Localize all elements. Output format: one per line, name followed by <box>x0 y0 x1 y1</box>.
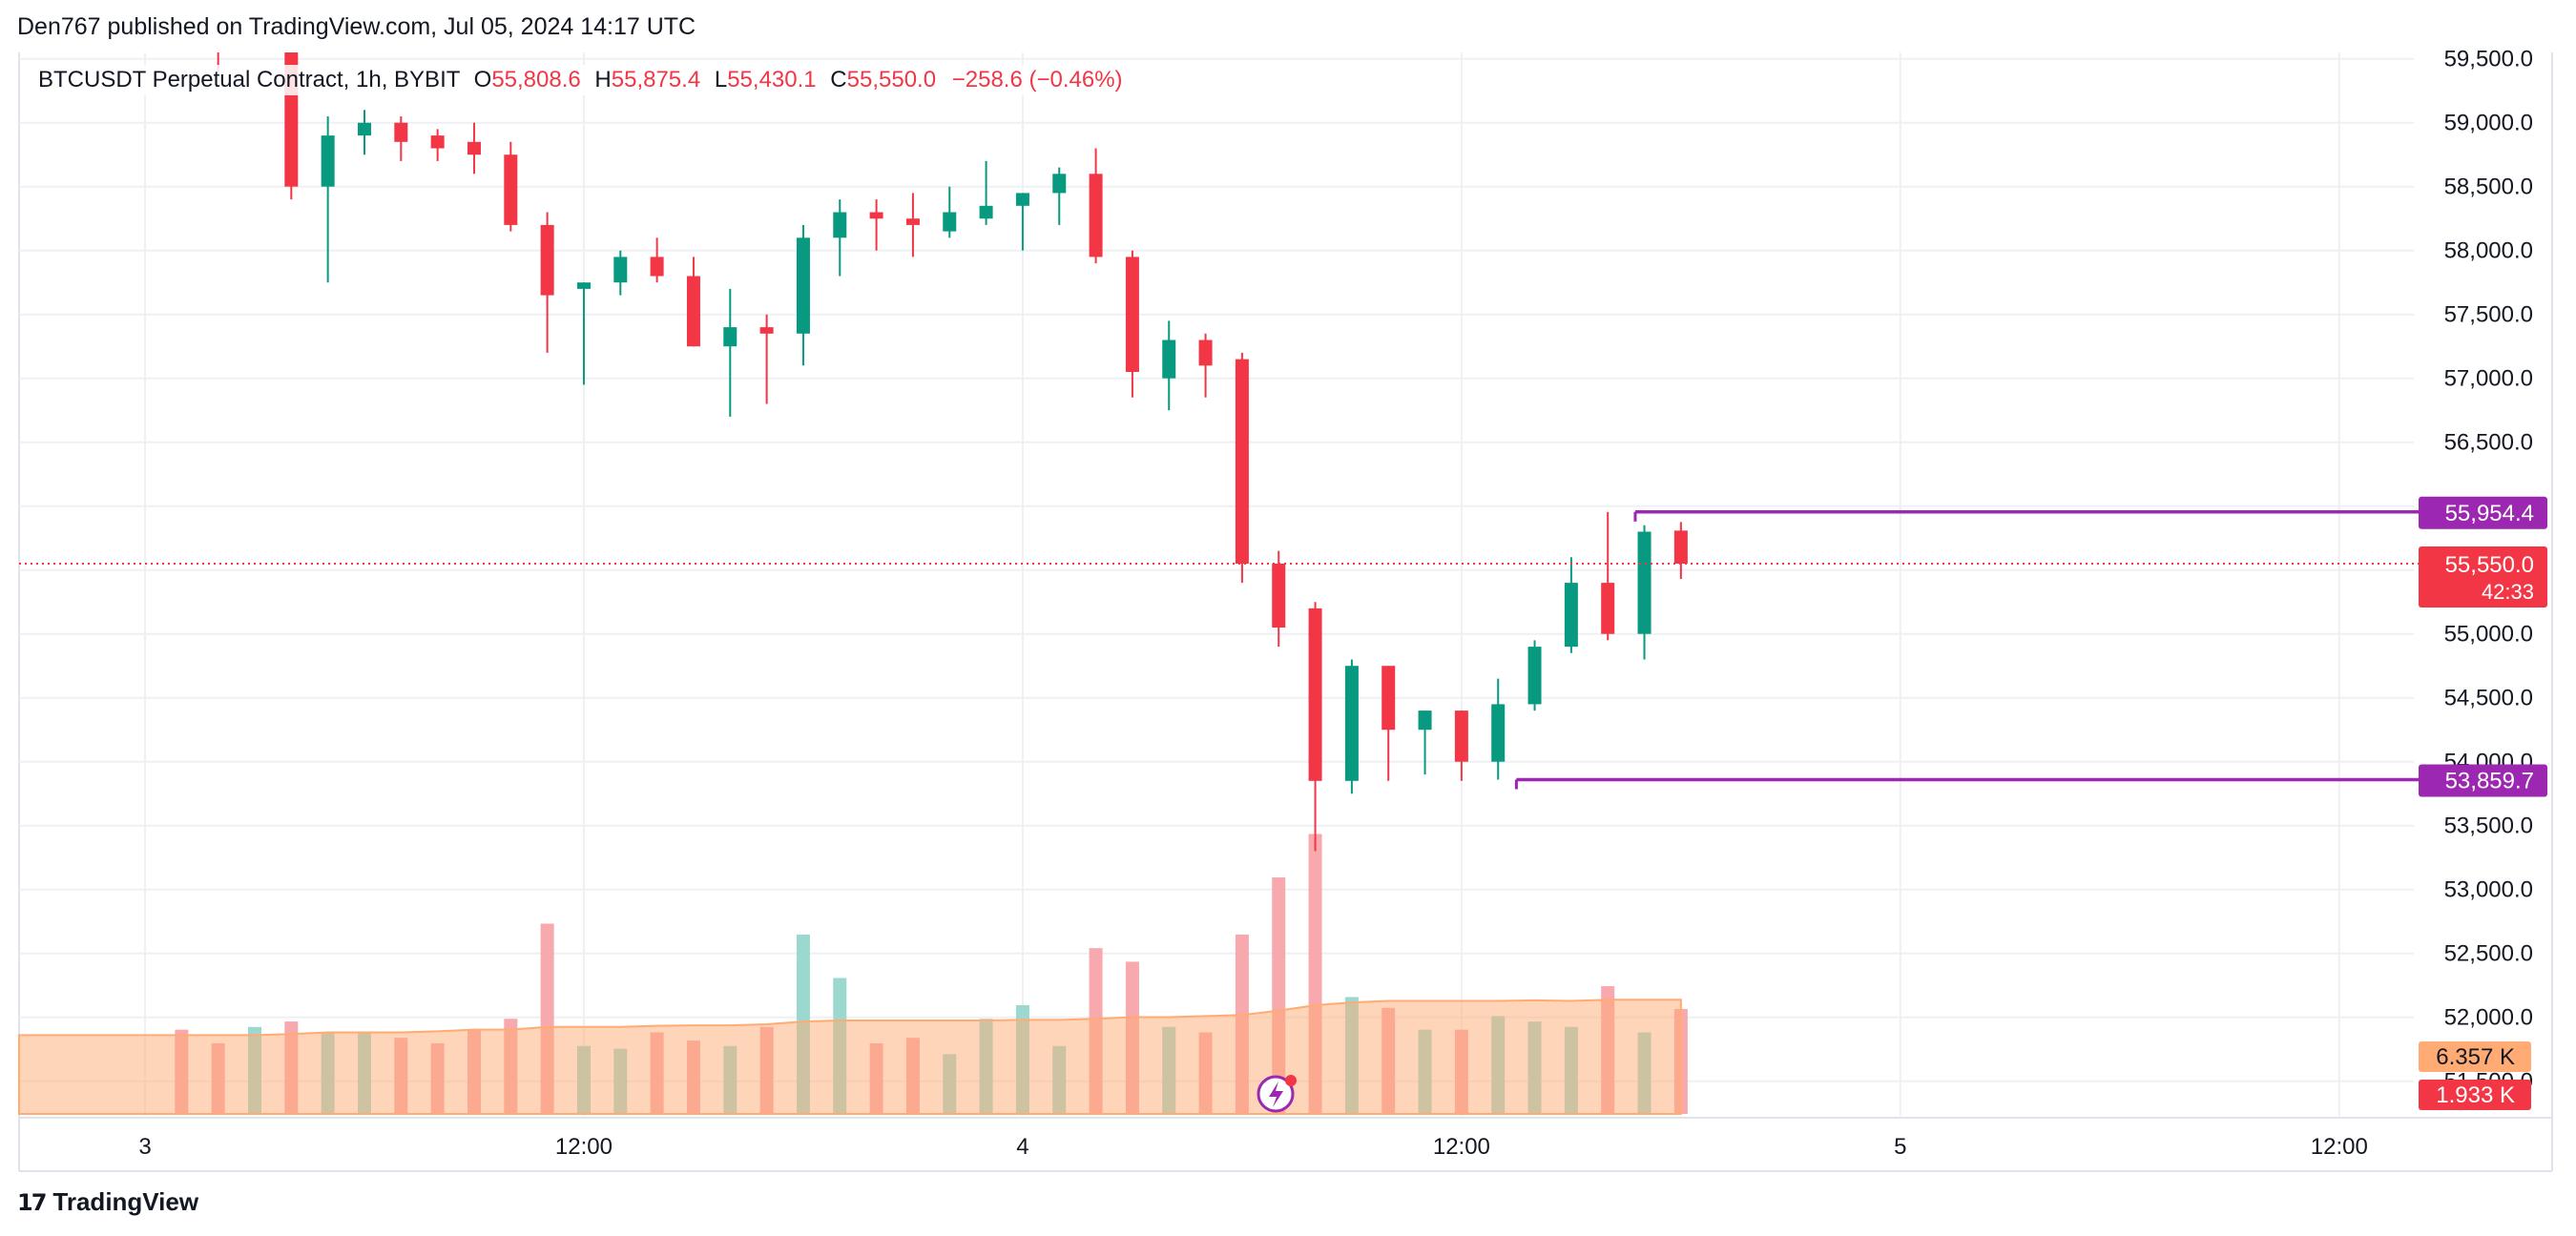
tradingview-brand[interactable]: 17 TradingView <box>17 1187 198 1217</box>
chart-grid <box>18 52 2553 1172</box>
time-tick-label: 12:00 <box>555 1134 613 1160</box>
candle-body <box>321 135 335 187</box>
candle-group <box>175 0 1688 852</box>
price-axis: 59,500.0 59,000.0 58,500.0 58,000.0 57,500.0… <box>1257 47 2547 1113</box>
symbol-legend: BTCUSDT Perpetual Contract, 1h, BYBIT O5… <box>32 65 1129 95</box>
candle-body <box>1015 193 1029 206</box>
level-price-tag <box>2419 496 2547 529</box>
candle-body <box>1381 666 1396 731</box>
candle-body <box>1235 359 1249 564</box>
candle-body <box>723 327 737 347</box>
price-tick-label: 56,500.0 <box>2444 430 2533 456</box>
open-value: 55,808.6 <box>491 67 581 93</box>
price-tick-label: 55,000.0 <box>2444 622 2533 648</box>
tradingview-logo-icon: 17 <box>17 1188 47 1216</box>
candle-body <box>1673 530 1688 564</box>
candle-body <box>1527 647 1542 705</box>
candle-body <box>1601 583 1615 634</box>
candle-body <box>1454 711 1468 762</box>
candle-body <box>467 141 481 155</box>
candle-body <box>1637 531 1652 634</box>
price-tick-label: 58,500.0 <box>2444 175 2533 200</box>
level-price-tag <box>2419 764 2547 797</box>
candle-body <box>796 237 810 334</box>
candles <box>175 0 1688 852</box>
candle-body <box>175 0 188 1</box>
last-price-tag <box>2419 546 2547 608</box>
volume-pane <box>18 834 1688 1115</box>
price-tick-label: 54,500.0 <box>2444 686 2533 711</box>
candle-body <box>650 257 664 277</box>
candle-body <box>430 135 445 149</box>
candle-body <box>686 276 700 347</box>
candle-body <box>613 257 628 283</box>
lightning-icon <box>1257 1075 1297 1113</box>
price-tick-label: 57,000.0 <box>2444 366 2533 392</box>
countdown-label: 42:33 <box>2482 580 2534 604</box>
change-value: −258.6 (−0.46%) <box>951 67 1123 93</box>
last-price-label: 55,550.0 <box>2445 552 2534 578</box>
published-caption: Den767 published on TradingView.com, Jul… <box>17 13 696 40</box>
price-tick-label: 53,500.0 <box>2444 814 2533 839</box>
candle-body <box>1162 340 1176 379</box>
candle-body <box>1052 174 1067 194</box>
price-tick-label: 52,500.0 <box>2444 941 2533 967</box>
level-price-label: 53,859.7 <box>2445 769 2534 794</box>
candle-body <box>1308 608 1322 781</box>
candle-body <box>1125 257 1139 372</box>
price-tick-label: 59,500.0 <box>2444 47 2533 72</box>
low-label: L <box>714 67 728 93</box>
price-tick-label: 52,000.0 <box>2444 1005 2533 1031</box>
horizontal-levels <box>19 510 2419 790</box>
time-tick-label: 12:00 <box>2311 1134 2368 1160</box>
candle-body <box>1418 711 1432 731</box>
candle-body <box>394 122 408 142</box>
volume-last-label: 1.933 K <box>2436 1082 2515 1108</box>
candle-body <box>979 205 993 219</box>
volume-ma-tag <box>2419 1041 2531 1072</box>
level-price-label: 55,954.4 <box>2445 501 2534 526</box>
time-tick-label: 5 <box>1894 1134 1906 1160</box>
candle-body <box>943 212 957 232</box>
price-tick-label: 58,000.0 <box>2444 238 2533 264</box>
candle-body <box>1491 704 1506 762</box>
price-tick-label: 53,000.0 <box>2444 877 2533 903</box>
brand-name: TradingView <box>52 1187 199 1216</box>
high-label: H <box>594 67 612 93</box>
price-tick-label: 59,000.0 <box>2444 111 2533 136</box>
volume-last-tag <box>2419 1080 2531 1110</box>
close-value: 55,550.0 <box>846 67 937 93</box>
low-value: 55,430.1 <box>727 67 817 93</box>
candle-body <box>1272 564 1286 628</box>
candle-body <box>869 212 883 219</box>
close-label: C <box>830 67 847 93</box>
candle-body <box>833 212 847 238</box>
candle-body <box>1198 340 1213 366</box>
time-tick-label: 3 <box>138 1134 151 1160</box>
candle-body <box>759 327 774 334</box>
candle-body <box>1564 583 1578 648</box>
candle-body <box>905 218 920 225</box>
time-tick-label: 12:00 <box>1433 1134 1490 1160</box>
high-value: 55,875.4 <box>611 67 701 93</box>
symbol-title[interactable]: BTCUSDT Perpetual Contract, 1h, BYBIT <box>38 67 460 93</box>
time-tick-label: 4 <box>1016 1134 1028 1160</box>
candle-body <box>1344 666 1359 781</box>
candle-body <box>540 224 554 296</box>
open-label: O <box>473 67 492 93</box>
candle-body <box>1089 174 1103 258</box>
candle-body <box>576 282 591 289</box>
candle-body <box>357 122 371 136</box>
candle-body <box>504 154 518 225</box>
price-tick-label: 57,500.0 <box>2444 302 2533 328</box>
volume-ma-label: 6.357 K <box>2436 1044 2515 1070</box>
